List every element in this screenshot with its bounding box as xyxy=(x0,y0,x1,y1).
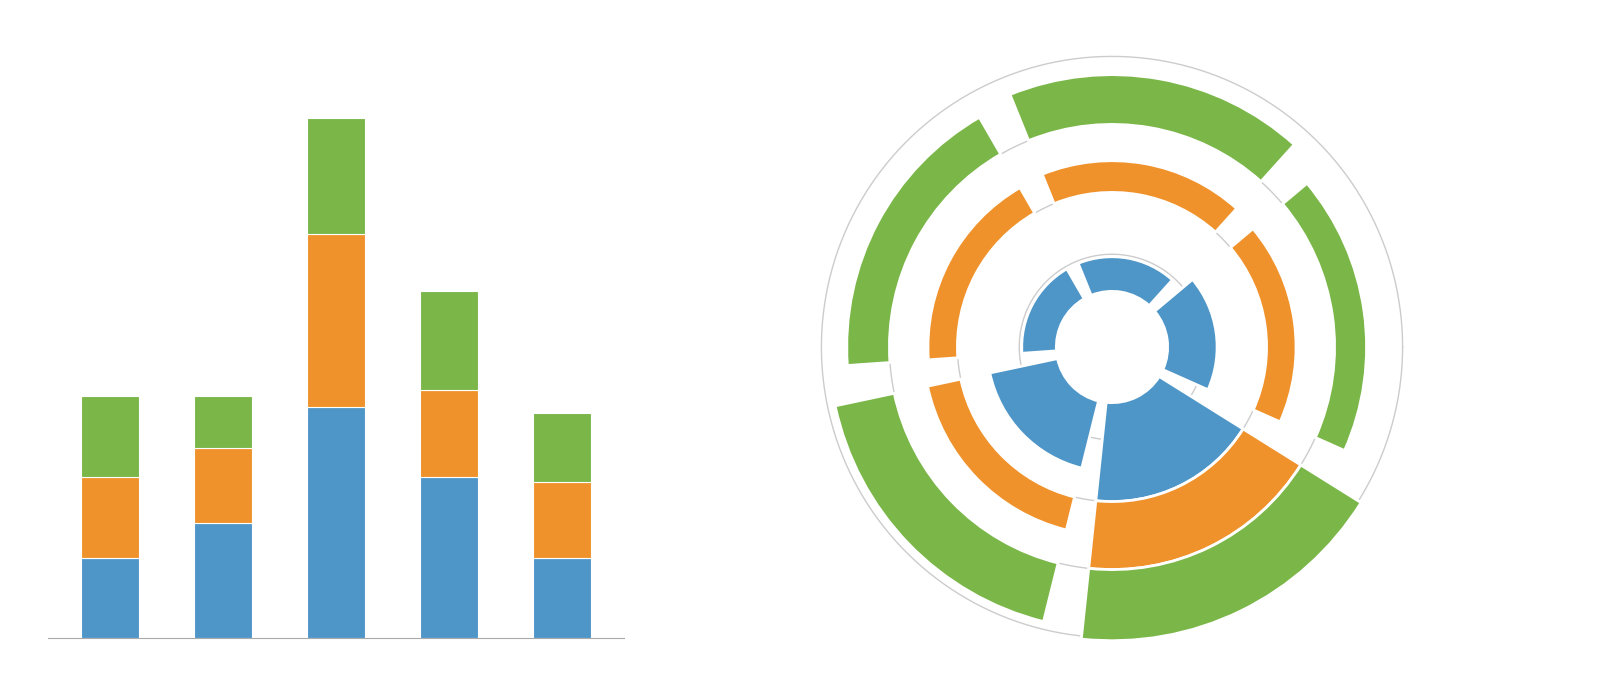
Wedge shape xyxy=(1078,257,1173,305)
Bar xyxy=(194,396,253,448)
Wedge shape xyxy=(928,379,1075,530)
Wedge shape xyxy=(1096,376,1243,502)
Wedge shape xyxy=(1230,229,1296,422)
Bar xyxy=(80,396,139,477)
Wedge shape xyxy=(1283,183,1366,450)
Wedge shape xyxy=(1010,75,1294,182)
Wedge shape xyxy=(1155,280,1218,390)
Bar xyxy=(194,523,253,638)
Bar xyxy=(80,477,139,557)
Bar xyxy=(533,413,592,482)
Bar xyxy=(419,291,478,390)
Wedge shape xyxy=(928,187,1035,359)
Bar xyxy=(307,407,365,638)
Wedge shape xyxy=(990,359,1099,468)
Bar xyxy=(307,234,365,407)
Wedge shape xyxy=(846,117,1000,366)
Bar xyxy=(307,118,365,234)
Wedge shape xyxy=(1082,465,1362,641)
Bar xyxy=(80,557,139,638)
Wedge shape xyxy=(835,393,1058,622)
Bar xyxy=(419,477,478,638)
Wedge shape xyxy=(1022,269,1085,353)
Bar xyxy=(194,448,253,523)
Bar xyxy=(533,482,592,557)
Bar xyxy=(533,557,592,638)
Wedge shape xyxy=(1088,429,1301,570)
Wedge shape xyxy=(1042,161,1237,232)
Bar xyxy=(419,390,478,477)
